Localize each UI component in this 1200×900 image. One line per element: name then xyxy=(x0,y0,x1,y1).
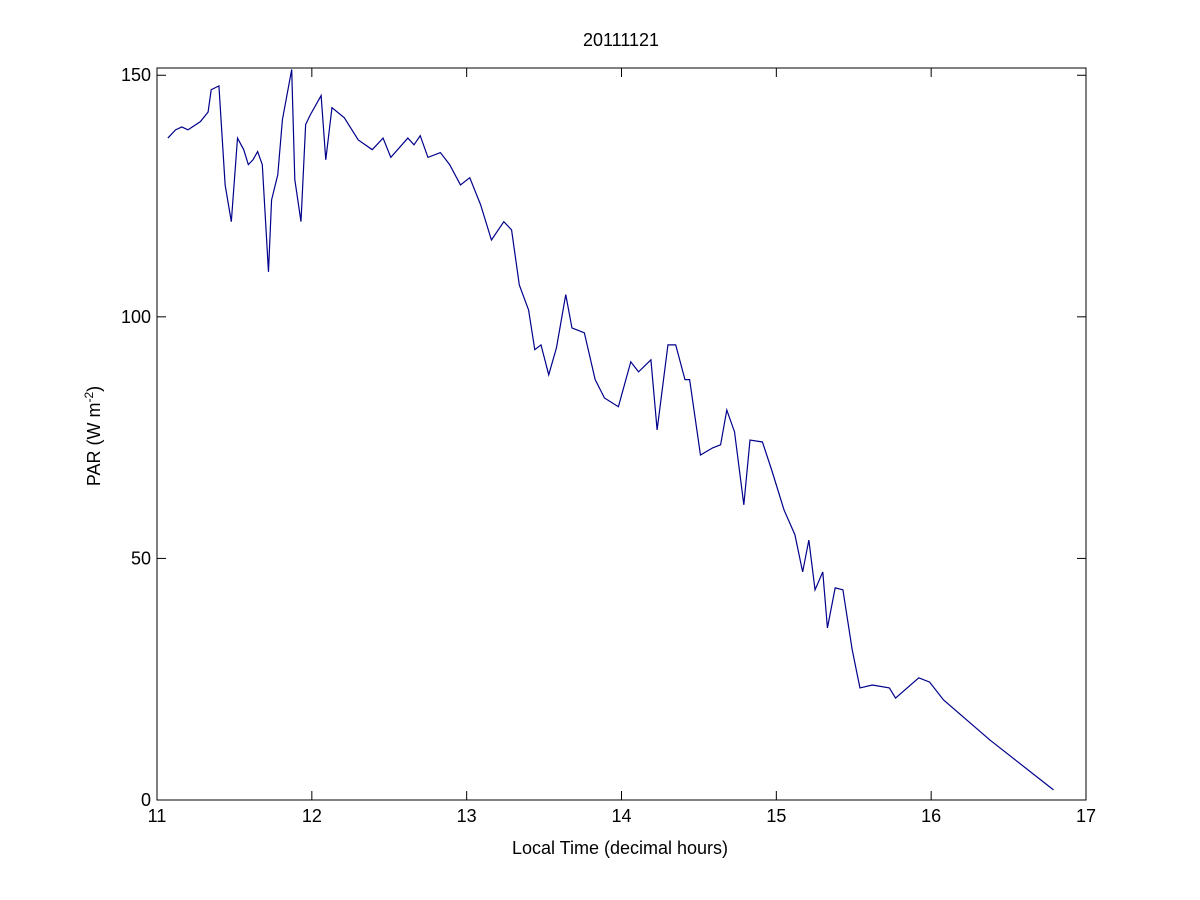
chart-title: 20111121 xyxy=(583,30,659,50)
x-tick-label: 14 xyxy=(611,806,631,826)
y-tick-label: 0 xyxy=(141,790,151,810)
y-axis-label: PAR (W m-2) xyxy=(82,386,104,486)
y-label-text: PAR (W m xyxy=(84,403,104,487)
x-axis-label: Local Time (decimal hours) xyxy=(512,838,728,858)
x-tick-label: 16 xyxy=(921,806,941,826)
x-tick-label: 11 xyxy=(148,806,167,826)
x-tick-label: 15 xyxy=(766,806,786,826)
data-line xyxy=(167,69,1054,791)
plot-frame xyxy=(156,67,1087,801)
y-label-suffix: ) xyxy=(84,386,104,392)
x-tick-label: 13 xyxy=(457,806,477,826)
y-tick-label: 100 xyxy=(121,307,151,327)
y-label-superscript: -2 xyxy=(82,392,96,403)
x-tick-label: 12 xyxy=(302,806,322,826)
x-tick-label: 17 xyxy=(1076,806,1096,826)
y-tick-label: 50 xyxy=(131,548,151,568)
y-tick-label: 150 xyxy=(121,65,151,85)
